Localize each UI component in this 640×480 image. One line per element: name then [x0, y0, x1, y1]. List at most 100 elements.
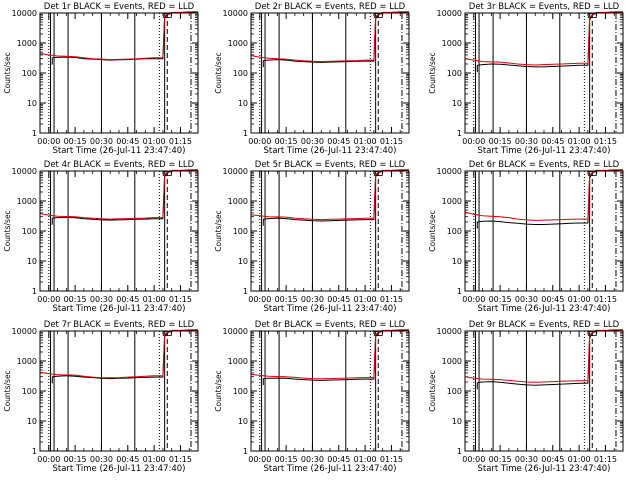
x-tick-label: 01:00 — [568, 295, 591, 304]
x-tick-label: 00:00 — [462, 137, 485, 146]
x-tick-label: 00:15 — [275, 295, 298, 304]
y-tick-label: 10 — [27, 417, 37, 426]
x-tick-label: 01:15 — [380, 137, 403, 146]
x-axis-label: Start Time (26-Jul-11 23:47:40) — [478, 146, 611, 156]
y-tick-label: 10 — [27, 257, 37, 266]
x-axis-label: Start Time (26-Jul-11 23:47:40) — [264, 146, 397, 156]
y-axis-label: Counts/sec — [3, 52, 12, 93]
x-tick-label: 00:00 — [37, 295, 60, 304]
y-tick-label: 1000 — [442, 197, 462, 206]
plot-frame — [464, 170, 624, 292]
y-tick-label: 10000 — [223, 9, 248, 18]
y-tick-label: 10000 — [12, 167, 37, 176]
chart-panel-det4r: Det 4r BLACK = Events, RED = LLD Start Ti… — [3, 160, 199, 314]
chart-panel-det3r: Det 3r BLACK = Events, RED = LLD Start Ti… — [428, 2, 624, 156]
series-line-events — [52, 169, 198, 221]
x-axis-label: Start Time (26-Jul-11 23:47:40) — [53, 464, 186, 474]
x-tick-label: 01:00 — [143, 295, 166, 304]
x-tick-label: 00:00 — [462, 295, 485, 304]
x-tick-label: 00:30 — [301, 295, 324, 304]
chart-panel-det7r: Det 7r BLACK = Events, RED = LLD Start Ti… — [3, 320, 199, 474]
x-tick-label: 00:30 — [515, 455, 538, 464]
y-tick-label: 100 — [22, 69, 37, 78]
plot-frame — [39, 12, 199, 134]
x-tick-label: 00:45 — [541, 137, 564, 146]
series-line-lld — [39, 11, 198, 61]
x-tick-label: 00:00 — [248, 455, 271, 464]
chart-panel-det6r: Det 6r BLACK = Events, RED = LLD Start Ti… — [428, 160, 624, 314]
y-tick-label: 1000 — [442, 357, 462, 366]
x-tick-label: 00:45 — [541, 455, 564, 464]
plot-frame — [250, 170, 410, 292]
x-axis-label: Start Time (26-Jul-11 23:47:40) — [264, 464, 397, 474]
x-axis-label: Start Time (26-Jul-11 23:47:40) — [478, 304, 611, 314]
x-tick-label: 01:00 — [354, 137, 377, 146]
x-tick-label: 00:00 — [37, 455, 60, 464]
y-tick-label: 10 — [452, 99, 462, 108]
y-tick-label: 1 — [32, 447, 37, 456]
y-axis-label: Counts/sec — [214, 52, 223, 93]
x-tick-label: 01:15 — [380, 455, 403, 464]
x-tick-label: 00:15 — [64, 295, 87, 304]
y-tick-label: 1000 — [228, 39, 248, 48]
x-tick-label: 01:00 — [354, 455, 377, 464]
x-tick-label: 00:30 — [301, 455, 324, 464]
x-tick-label: 00:15 — [489, 295, 512, 304]
series-line-lld — [464, 329, 623, 383]
y-axis-label: Counts/sec — [3, 210, 12, 251]
y-tick-label: 1 — [243, 287, 248, 296]
y-tick-label: 1000 — [17, 357, 37, 366]
x-tick-label: 00:30 — [301, 137, 324, 146]
series-line-events — [263, 11, 409, 63]
x-tick-label: 01:15 — [169, 295, 192, 304]
y-tick-label: 1 — [243, 447, 248, 456]
y-tick-label: 1 — [32, 129, 37, 138]
y-tick-label: 1 — [32, 287, 37, 296]
y-tick-label: 1 — [457, 129, 462, 138]
y-axis-label: Counts/sec — [214, 370, 223, 411]
x-axis-label: Start Time (26-Jul-11 23:47:40) — [53, 304, 186, 314]
y-tick-label: 1000 — [17, 197, 37, 206]
y-tick-label: 1000 — [442, 39, 462, 48]
x-tick-label: 00:45 — [116, 137, 139, 146]
y-tick-label: 10 — [238, 417, 248, 426]
x-tick-label: 01:00 — [143, 455, 166, 464]
y-tick-label: 100 — [22, 227, 37, 236]
x-axis-label: Start Time (26-Jul-11 23:47:40) — [264, 304, 397, 314]
y-tick-label: 100 — [233, 387, 248, 396]
x-tick-label: 01:15 — [380, 295, 403, 304]
chart-panel-det9r: Det 9r BLACK = Events, RED = LLD Start Ti… — [428, 320, 624, 474]
plot-frame — [464, 330, 624, 452]
x-tick-label: 01:15 — [169, 137, 192, 146]
chart-panel-det5r: Det 5r BLACK = Events, RED = LLD Start Ti… — [214, 160, 410, 314]
x-tick-label: 00:15 — [64, 455, 87, 464]
y-tick-label: 10 — [238, 99, 248, 108]
y-tick-label: 10 — [452, 257, 462, 266]
x-tick-label: 00:30 — [90, 295, 113, 304]
plot-frame — [464, 12, 624, 134]
x-tick-label: 01:15 — [594, 295, 617, 304]
x-tick-label: 00:15 — [489, 137, 512, 146]
chart-title: Det 7r BLACK = Events, RED = LLD — [44, 320, 195, 330]
x-tick-label: 01:15 — [169, 455, 192, 464]
y-axis-label: Counts/sec — [428, 370, 437, 411]
x-tick-label: 00:15 — [275, 137, 298, 146]
chart-title: Det 2r BLACK = Events, RED = LLD — [255, 2, 406, 12]
chart-panel-det1r: Det 1r BLACK = Events, RED = LLD Start Ti… — [3, 2, 199, 156]
plot-frame — [39, 330, 199, 452]
plot-frame — [250, 12, 410, 134]
plot-frame — [250, 330, 410, 452]
x-tick-label: 00:00 — [248, 137, 271, 146]
y-tick-label: 10 — [452, 417, 462, 426]
y-tick-label: 10000 — [437, 9, 462, 18]
y-tick-label: 10000 — [437, 327, 462, 336]
series-line-events — [477, 169, 623, 225]
y-tick-label: 1000 — [228, 357, 248, 366]
series-line-events — [263, 329, 409, 381]
chart-title: Det 1r BLACK = Events, RED = LLD — [44, 2, 195, 12]
series-line-events — [52, 329, 198, 380]
series-line-lld — [39, 169, 198, 220]
series-line-events — [477, 329, 623, 386]
x-tick-label: 00:30 — [90, 455, 113, 464]
